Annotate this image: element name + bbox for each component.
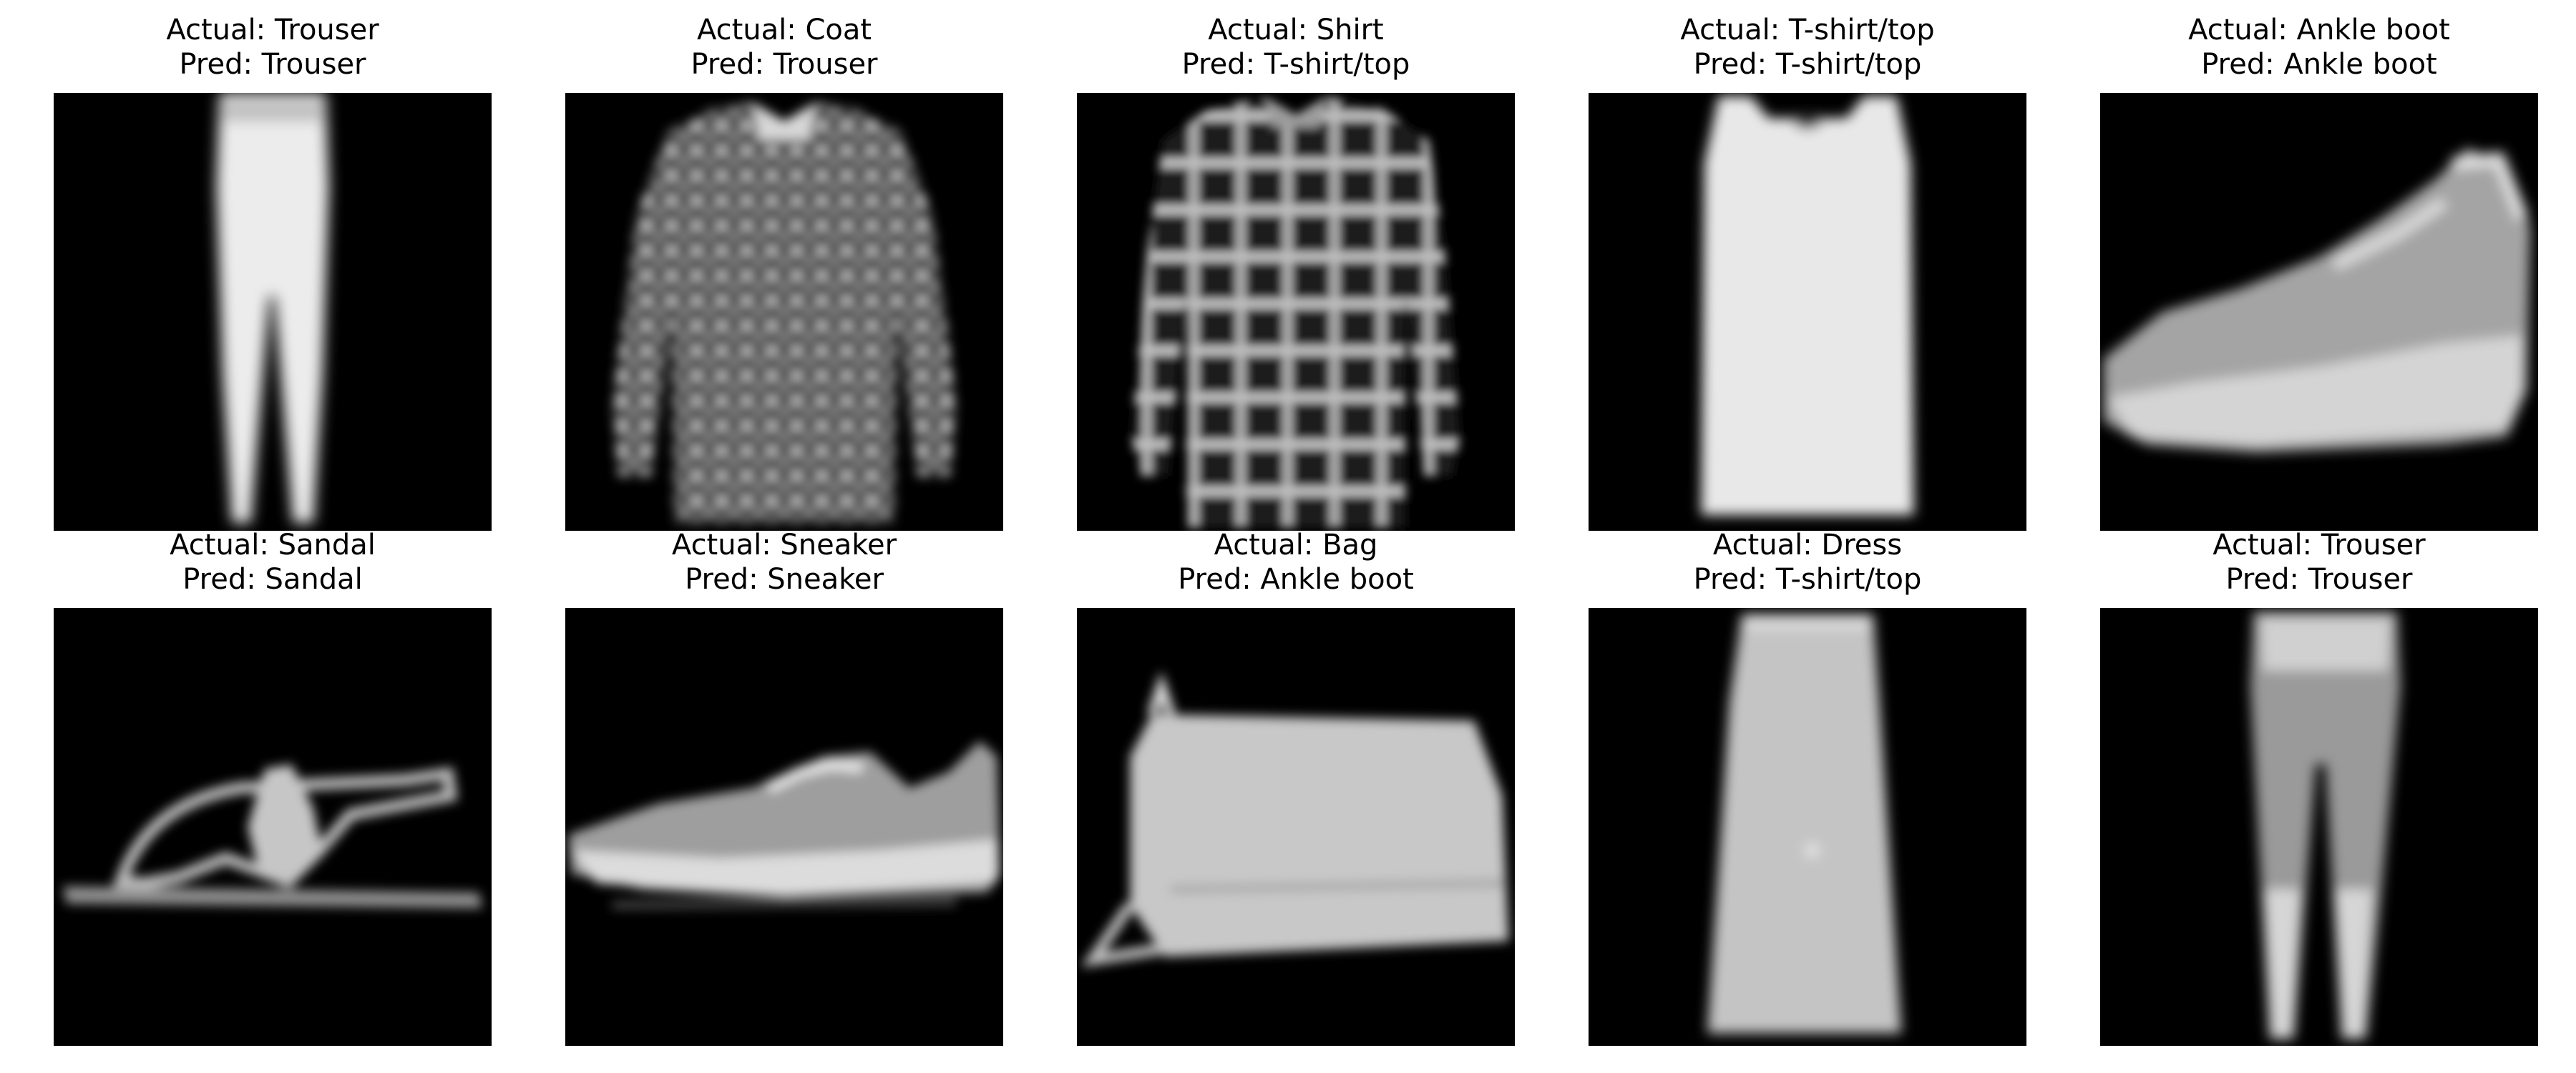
actual-label: Actual: Ankle boot <box>2188 14 2450 46</box>
panel-title: Actual: Trouser Pred: Trouser <box>25 13 520 82</box>
pred-label: Pred: Ankle boot <box>1178 563 1414 596</box>
dress-image <box>1589 608 2026 1046</box>
actual-label: Actual: Shirt <box>1208 14 1384 46</box>
actual-label: Actual: Trouser <box>166 14 379 46</box>
pred-label: Pred: T-shirt/top <box>1693 563 1922 596</box>
coat-image <box>565 93 1003 531</box>
panel-title: Actual: Sandal Pred: Sandal <box>25 528 520 597</box>
trouser-image <box>54 93 492 531</box>
pred-label: Pred: Ankle boot <box>2201 48 2437 81</box>
pred-label: Pred: Trouser <box>691 48 878 81</box>
actual-label: Actual: Sneaker <box>671 529 897 562</box>
panel-title: Actual: Shirt Pred: T-shirt/top <box>1048 13 1543 82</box>
pred-label: Pred: Trouser <box>2225 563 2413 596</box>
panel-title: Actual: Trouser Pred: Trouser <box>2072 528 2567 597</box>
pred-label: Pred: Trouser <box>179 48 366 81</box>
pred-label: Pred: T-shirt/top <box>1693 48 1922 81</box>
actual-label: Actual: Sandal <box>170 529 376 562</box>
trouser-image <box>2100 608 2538 1046</box>
actual-label: Actual: Trouser <box>2212 529 2426 562</box>
panel-title: Actual: Sneaker Pred: Sneaker <box>537 528 1032 597</box>
bag-image <box>1077 608 1515 1046</box>
ankle-boot-image <box>2100 93 2538 531</box>
pred-label: Pred: Sneaker <box>685 563 884 596</box>
actual-label: Actual: Bag <box>1214 529 1378 562</box>
actual-label: Actual: Dress <box>1712 529 1903 562</box>
panel-title: Actual: Bag Pred: Ankle boot <box>1048 528 1543 597</box>
actual-label: Actual: T-shirt/top <box>1680 14 1935 46</box>
pred-label: Pred: Sandal <box>182 563 363 596</box>
panel-title: Actual: T-shirt/top Pred: T-shirt/top <box>1560 13 2055 82</box>
sneaker-image <box>565 608 1003 1046</box>
panel-title: Actual: Ankle boot Pred: Ankle boot <box>2072 13 2567 82</box>
tank-top-image <box>1589 93 2026 531</box>
pred-label: Pred: T-shirt/top <box>1181 48 1410 81</box>
actual-label: Actual: Coat <box>696 14 872 46</box>
shirt-image <box>1077 93 1515 531</box>
panel-title: Actual: Coat Pred: Trouser <box>537 13 1032 82</box>
sandal-image <box>54 608 492 1046</box>
panel-title: Actual: Dress Pred: T-shirt/top <box>1560 528 2055 597</box>
